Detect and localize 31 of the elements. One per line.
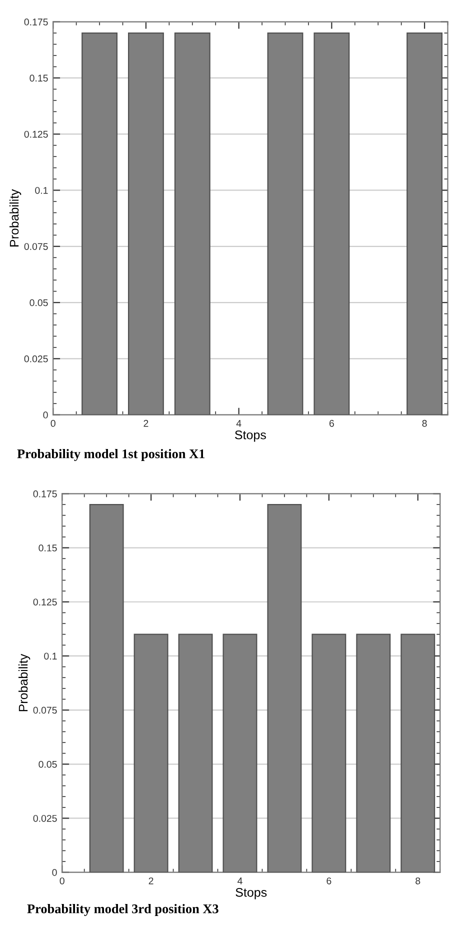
x-axis-title: Stops — [236, 888, 267, 900]
y-tick-label: 0.15 — [30, 74, 48, 82]
x-tick-label: 2 — [148, 877, 154, 884]
y-tick-label: 0.175 — [24, 18, 48, 26]
y-tick-label: 0.05 — [38, 760, 57, 768]
y-tick-label: 0.075 — [33, 706, 57, 714]
y-tick-label: 0.15 — [38, 544, 57, 552]
y-axis-title: Probability — [9, 189, 22, 246]
text: Probability model 3rd position X3 — [27, 904, 218, 916]
y-tick-label: 0.125 — [33, 598, 57, 606]
y-tick-label: 0.125 — [24, 130, 48, 138]
y-tick-label: 0.1 — [44, 652, 57, 660]
x-tick-label: 8 — [422, 420, 427, 427]
x-tick-label: 6 — [329, 420, 334, 427]
x-tick-label: 8 — [416, 877, 420, 884]
x-tick-label: 4 — [236, 420, 242, 427]
x-axis-title: Stops — [235, 430, 266, 442]
x-tick-label: 4 — [238, 878, 242, 884]
y-axis-title: Probability — [18, 654, 30, 712]
y-tick-label: 0.05 — [30, 299, 48, 306]
y-tick-label: 0.175 — [33, 490, 57, 498]
y-tick-label: 0 — [52, 869, 57, 876]
y-tick-label: 0.075 — [24, 243, 48, 250]
y-tick-label: 0.025 — [24, 355, 48, 362]
text: Probability model 1st position X1 — [17, 449, 204, 461]
y-tick-label: 0 — [43, 412, 48, 418]
y-tick-label: 0.1 — [35, 186, 48, 194]
x-tick-label: 2 — [144, 420, 148, 427]
x-tick-label: 6 — [326, 877, 332, 884]
x-tick-label: 0 — [60, 877, 64, 884]
y-tick-label: 0.025 — [33, 814, 57, 822]
